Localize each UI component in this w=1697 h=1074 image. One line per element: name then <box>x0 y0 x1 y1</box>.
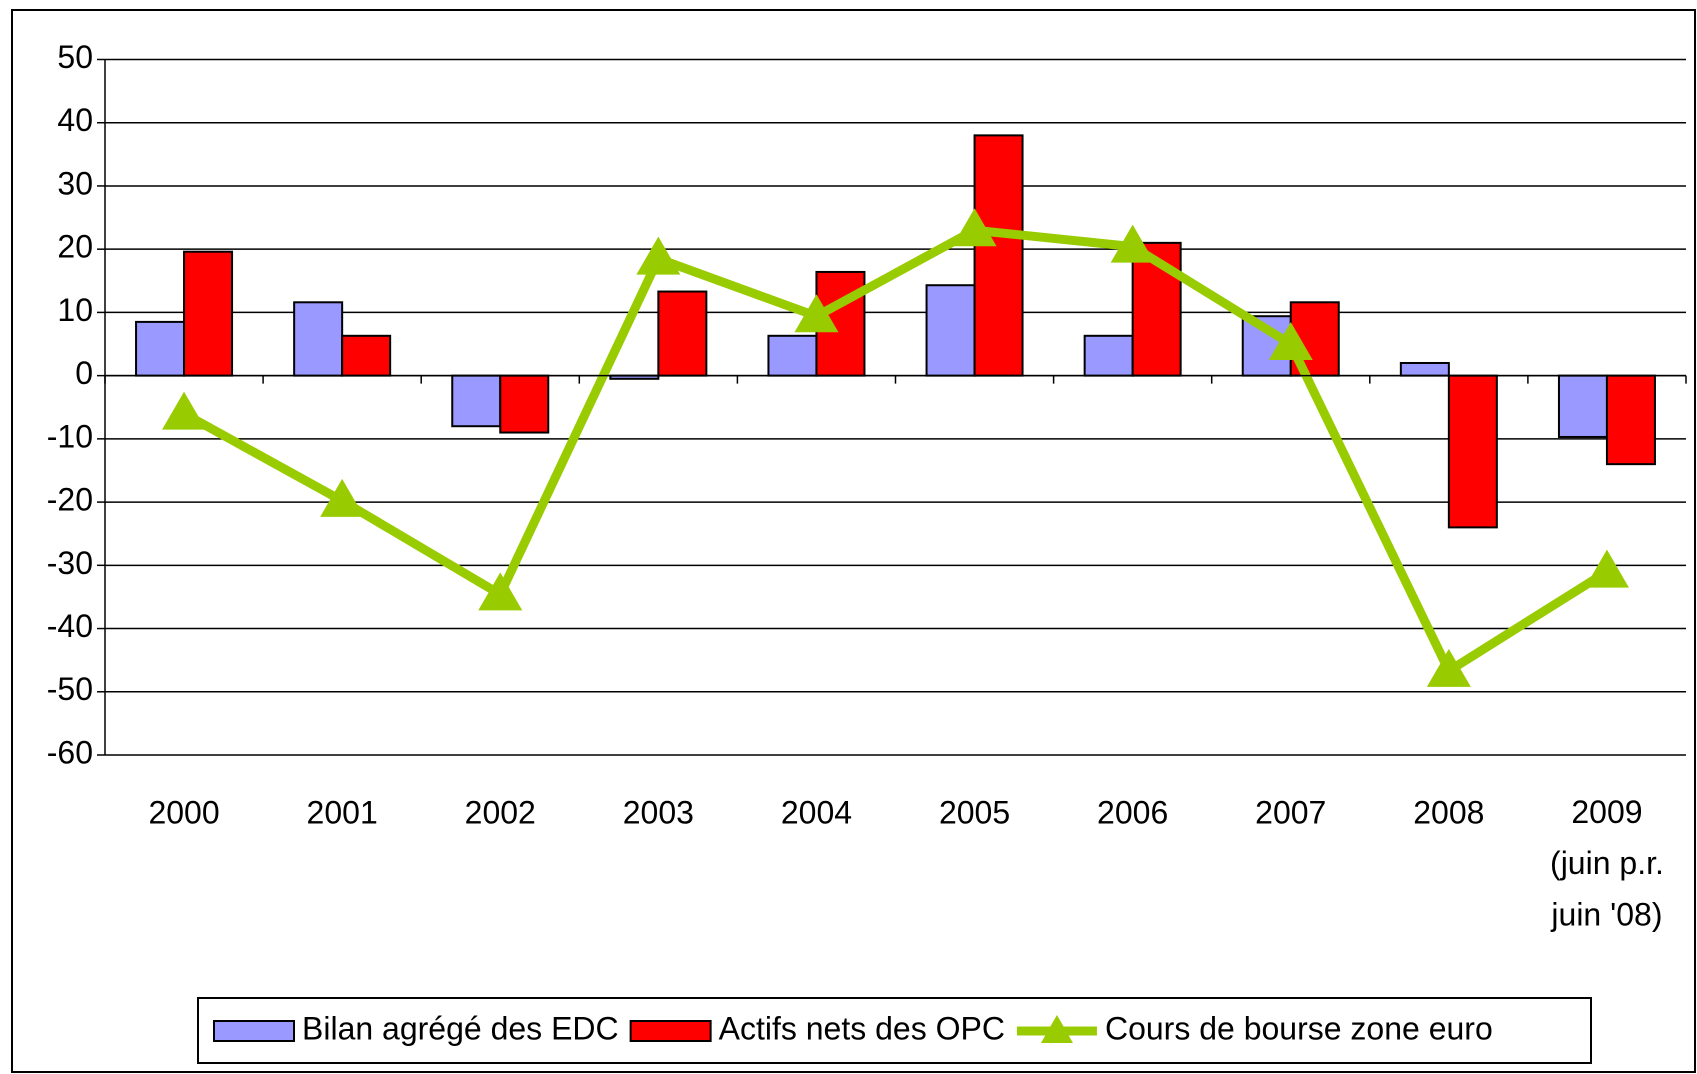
bar <box>657 290 708 377</box>
y-tick-label: -20 <box>47 482 93 518</box>
line <box>181 225 1610 676</box>
x-tick-label: 2008 <box>1413 794 1484 830</box>
legend-label: Cours de bourse zone euro <box>1105 1010 1493 1046</box>
point <box>636 236 681 275</box>
x-tick-label: 2009 (juin p.r. juin '08) <box>1550 794 1664 932</box>
bar <box>1447 374 1498 529</box>
point <box>1426 648 1471 687</box>
legend-swatch <box>213 1020 295 1042</box>
bar <box>135 320 186 377</box>
point <box>162 391 207 430</box>
y-tick-label: -30 <box>47 545 93 581</box>
bar <box>1557 374 1608 438</box>
x-tick-label: 2001 <box>307 794 378 830</box>
bar <box>341 334 392 377</box>
x-tick-label: 2005 <box>939 794 1010 830</box>
y-tick-label: 0 <box>75 355 93 391</box>
y-tick-label: -50 <box>47 671 93 707</box>
y-tick-label: -40 <box>47 608 93 644</box>
bar <box>499 374 550 434</box>
point <box>1268 322 1313 361</box>
x-tick-label: 2004 <box>781 794 852 830</box>
x-tick-label: 2000 <box>148 794 219 830</box>
y-tick-label: 40 <box>57 102 93 138</box>
legend-swatch <box>1040 1015 1073 1043</box>
bar <box>1083 334 1134 377</box>
point <box>320 478 365 517</box>
y-tick-label: -10 <box>47 418 93 454</box>
point <box>794 294 839 333</box>
x-tick-label: 2006 <box>1097 794 1168 830</box>
bar <box>293 301 344 377</box>
legend-label: Bilan agrégé des EDC <box>302 1010 619 1046</box>
x-tick-label: 2003 <box>623 794 694 830</box>
y-tick-label: 10 <box>57 292 93 328</box>
y-tick-label: 50 <box>57 39 93 75</box>
x-tick-label: 2002 <box>465 794 536 830</box>
point <box>478 572 523 611</box>
y-tick-label: 30 <box>57 165 93 201</box>
point <box>1110 224 1155 263</box>
legend-swatch <box>629 1020 712 1042</box>
bar <box>767 334 818 377</box>
y-tick-label: -60 <box>47 734 93 770</box>
point <box>952 208 997 247</box>
legend-label: Actifs nets des OPC <box>719 1010 1005 1046</box>
point <box>1584 549 1629 588</box>
chart-frame <box>11 9 1696 1073</box>
bar <box>1605 374 1656 466</box>
x-tick-label: 2007 <box>1255 794 1326 830</box>
legend-box <box>197 997 1592 1064</box>
bar <box>1399 361 1450 377</box>
bar <box>451 374 502 428</box>
y-tick-label: 20 <box>57 229 93 265</box>
bar <box>183 250 234 377</box>
bar <box>973 134 1024 377</box>
bar <box>925 284 976 377</box>
